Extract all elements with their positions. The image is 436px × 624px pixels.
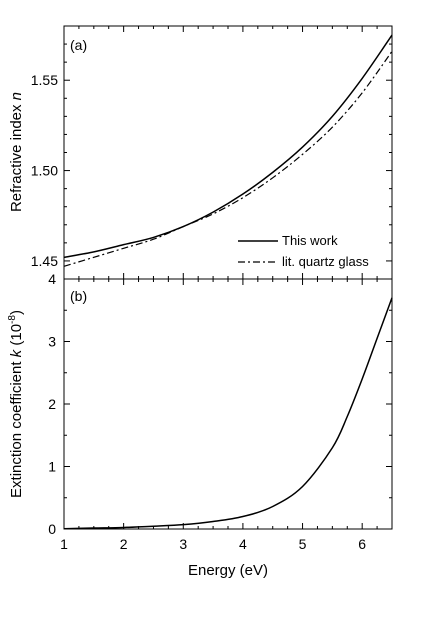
panel-a-y-tick-labels: 1.45 1.50 1.55 bbox=[31, 72, 58, 269]
panel-a-frame bbox=[63, 25, 393, 280]
panel-a-series bbox=[63, 34, 393, 267]
panel-a-y-tick-label: 1.55 bbox=[31, 72, 58, 88]
legend-label-this-work: This work bbox=[282, 233, 338, 248]
x-tick-label: 6 bbox=[358, 536, 366, 552]
panel-b-y-tick-label: 3 bbox=[48, 334, 56, 350]
panel-a-y-tick-label: 1.50 bbox=[31, 163, 58, 179]
panel-b-y-tick-label: 0 bbox=[48, 521, 56, 537]
x-tick-label: 5 bbox=[299, 536, 307, 552]
panel-a-ticks bbox=[63, 25, 393, 280]
series-line-this-work bbox=[63, 34, 393, 259]
panel-b-y-tick-label: 2 bbox=[48, 396, 56, 412]
panel-b-y-axis-title: Extinction coefficient k (10-8) bbox=[7, 310, 25, 498]
legend-label-quartz-glass: lit. quartz glass bbox=[282, 254, 369, 269]
panel-b-x-tick-labels: 1 2 3 4 5 6 bbox=[60, 536, 366, 552]
series-line-quartz-glass bbox=[63, 50, 393, 267]
panel-b-series bbox=[63, 297, 393, 530]
panel-b-label: (b) bbox=[70, 288, 87, 304]
panel-a-label: (a) bbox=[70, 37, 87, 53]
series-line-extinction bbox=[63, 297, 393, 530]
panel-b-y-tick-labels: 0 1 2 3 4 bbox=[48, 271, 56, 537]
x-tick-label: 4 bbox=[239, 536, 247, 552]
x-tick-label: 3 bbox=[179, 536, 187, 552]
panel-b-ticks bbox=[63, 278, 393, 530]
panel-b-y-tick-label: 4 bbox=[48, 271, 56, 287]
x-tick-label: 2 bbox=[120, 536, 128, 552]
panel-b-frame bbox=[63, 278, 393, 530]
panel-a-y-tick-label: 1.45 bbox=[31, 253, 58, 269]
legend: This work lit. quartz glass bbox=[238, 233, 369, 269]
x-tick-label: 1 bbox=[60, 536, 68, 552]
panel-b-y-tick-label: 1 bbox=[48, 459, 56, 475]
x-axis-title: Energy (eV) bbox=[188, 562, 268, 579]
panel-a-y-axis-title: Refractive index n bbox=[8, 92, 25, 212]
